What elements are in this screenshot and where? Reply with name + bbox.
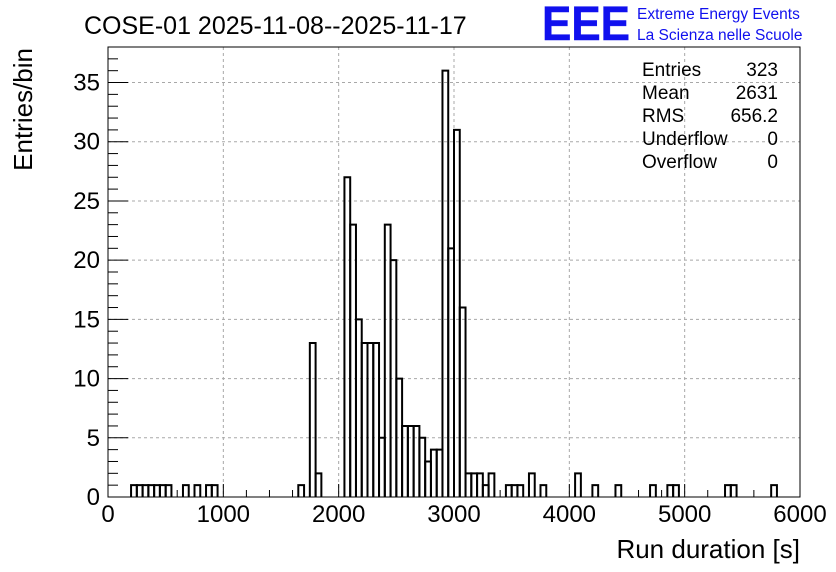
logo-mark: EEE: [542, 0, 630, 51]
axis-tick-labels: 0 1000 2000 3000 4000 5000 6000 0 5 10 15 20 25 30 35: [73, 70, 826, 528]
histogram-bin: [458, 306, 467, 497]
stats-value: 656.2: [730, 106, 778, 127]
y-axis-label: Entries/bin: [8, 48, 38, 171]
stats-label: Entries: [642, 60, 701, 81]
x-tick-label: 5000: [658, 501, 711, 528]
y-tick-label: 20: [73, 247, 100, 274]
x-tick-label: 0: [101, 501, 114, 528]
histogram-bin: [729, 484, 738, 497]
y-tick-label: 30: [73, 129, 100, 156]
y-tick-label: 0: [87, 484, 100, 511]
histogram-bin: [181, 484, 190, 497]
histogram-bin: [574, 472, 582, 497]
x-tick-label: 3000: [427, 501, 480, 528]
histogram-bin: [193, 484, 202, 497]
x-axis-label: Run duration [s]: [616, 534, 800, 564]
histogram-bin: [539, 484, 548, 497]
stats-value: 2631: [736, 83, 778, 104]
stats-label: Overflow: [642, 152, 717, 173]
x-tick-label: 6000: [773, 501, 826, 528]
histogram-bars: [130, 69, 778, 497]
histogram-bin: [614, 484, 623, 497]
logo-line-2: La Scienza nelle Scuole: [637, 27, 802, 44]
stats-value: 0: [767, 152, 778, 173]
y-tick-label: 10: [73, 366, 100, 393]
chart-title: COSE-01 2025-11-08--2025-11-17: [84, 12, 467, 40]
x-tick-label: 1000: [197, 501, 250, 528]
histogram-bin: [314, 472, 323, 497]
histogram-bin: [516, 484, 525, 497]
histogram-bin: [372, 342, 381, 497]
histogram-bin: [297, 484, 306, 497]
x-tick-label: 4000: [543, 501, 596, 528]
histogram-bin: [210, 484, 219, 497]
grid: [108, 47, 800, 497]
y-tick-label: 25: [73, 188, 100, 215]
histogram-bin: [487, 472, 496, 497]
y-tick-label: 15: [73, 306, 100, 333]
histogram-bin: [164, 484, 173, 497]
stats-label: RMS: [642, 106, 684, 127]
histogram-bin: [770, 484, 778, 497]
axis-ticks: [107, 46, 801, 498]
x-tick-label: 2000: [312, 501, 365, 528]
histogram-bin: [527, 472, 536, 497]
stats-label: Underflow: [642, 129, 728, 150]
stats-value: 0: [767, 129, 778, 150]
histogram-bin: [591, 484, 600, 497]
stats-label: Mean: [642, 83, 690, 104]
histogram-bin: [672, 484, 680, 497]
stats-value: 323: [746, 60, 778, 81]
y-tick-label: 5: [87, 425, 100, 452]
histogram-bin: [649, 484, 657, 497]
histogram-bin: [308, 342, 317, 497]
logo-line-1: Extreme Energy Events: [637, 6, 800, 23]
y-tick-label: 35: [73, 70, 100, 97]
